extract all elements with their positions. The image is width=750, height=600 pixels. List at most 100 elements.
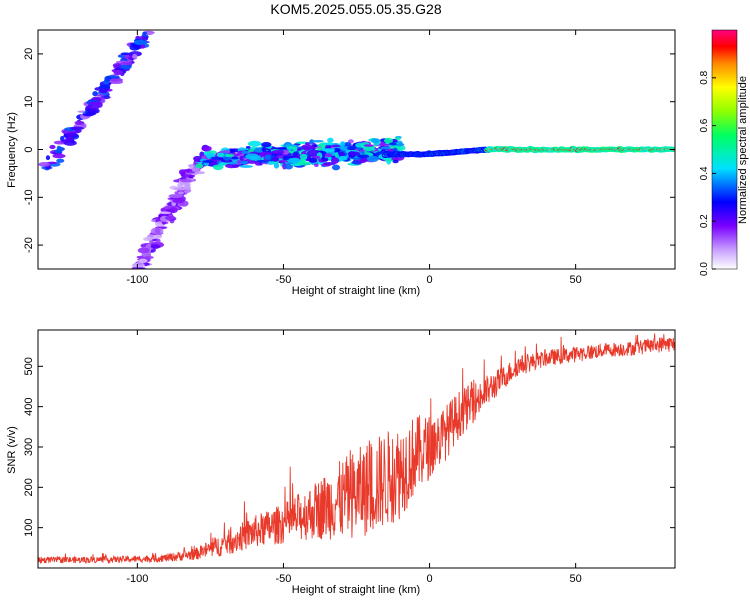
spectral-blob — [271, 156, 280, 162]
spectral-blob — [53, 149, 63, 154]
spectral-blob — [188, 174, 193, 180]
spectral-blob — [321, 157, 329, 162]
spectral-blob — [92, 91, 99, 97]
spectral-blob — [104, 75, 112, 82]
spectrogram-y-tick-label: -20 — [23, 237, 35, 253]
spectral-blob — [154, 227, 161, 234]
spectral-blob — [94, 87, 103, 91]
spectral-blob — [241, 150, 250, 155]
snr-x-tick-label: 0 — [426, 573, 432, 585]
spectral-blob — [347, 151, 361, 156]
spectral-blob — [223, 156, 232, 161]
spectral-blob — [140, 44, 146, 49]
spectral-blob — [224, 153, 235, 158]
spectrogram-y-tick-label: 10 — [23, 96, 35, 108]
spectral-blob — [232, 158, 238, 163]
spectrogram-y-tick-label: 20 — [23, 48, 35, 60]
spectral-blob — [173, 187, 187, 191]
spectral-blob — [380, 146, 391, 150]
snr-x-label: Height of straight line (km) — [292, 584, 420, 596]
spectral-blob — [333, 147, 341, 153]
spectrogram-y-tick-label: -10 — [23, 189, 35, 205]
spectral-blob — [231, 156, 239, 160]
spectral-blob — [182, 185, 192, 190]
spectral-blob — [202, 160, 215, 163]
spectral-blob — [117, 55, 125, 58]
spectral-blob — [370, 138, 381, 144]
spectral-blob — [357, 154, 370, 158]
spectral-blob — [327, 137, 334, 143]
spectral-blob — [274, 147, 288, 150]
snr-x-tick-label: -50 — [275, 573, 291, 585]
spectral-blob — [216, 152, 225, 158]
spectral-blob — [245, 146, 251, 150]
spectral-blob — [330, 157, 340, 164]
spectrogram-y-ticks: -20 -10 0 10 20 — [23, 48, 675, 253]
colorbar-tick-label: 0.8 — [699, 70, 710, 84]
chart-title: KOM5.2025.055.05.35.G28 — [270, 1, 441, 17]
colorbar-tick-label: 0.0 — [699, 262, 710, 276]
colorbar-label: Normalized spectral amplitude — [737, 76, 749, 224]
spectrogram-x-ticks: -100 -50 0 50 — [126, 30, 582, 286]
spectral-blob — [109, 78, 124, 82]
colorbar-gradient — [711, 29, 738, 270]
spectral-blob — [180, 183, 191, 186]
spectral-blob — [271, 161, 278, 165]
spectral-blob — [286, 146, 297, 150]
spectral-blob — [261, 146, 267, 152]
spectral-blob — [247, 160, 257, 164]
spectral-blob — [227, 161, 239, 165]
spectral-blob — [85, 111, 97, 116]
spectrogram-y-tick-label: 0 — [23, 146, 35, 152]
spectrogram-y-label: Frequency (Hz) — [6, 112, 18, 188]
spectral-blob — [158, 211, 172, 215]
spectral-blob — [52, 153, 66, 159]
spectral-blob — [120, 61, 134, 66]
spectral-blob — [153, 234, 162, 239]
colorbar-ticks: 0.0 0.2 0.4 0.6 0.8 — [699, 70, 716, 276]
spectral-blob — [295, 141, 309, 144]
spectral-blob — [311, 139, 324, 143]
spectral-blob — [225, 163, 239, 169]
spectral-blob — [210, 156, 221, 160]
colorbar-tick-label: 0.4 — [699, 166, 710, 180]
snr-series-line — [38, 333, 675, 565]
spectral-blob — [239, 165, 253, 168]
spectral-blob — [65, 136, 74, 142]
spectral-blob — [137, 247, 150, 254]
snr-y-tick-label: 500 — [23, 357, 35, 375]
spectrogram-x-tick-label: 0 — [426, 274, 432, 286]
colorbar: 0.0 0.2 0.4 0.6 0.8 Normalized spectral ampl… — [699, 29, 749, 276]
spectral-blob — [297, 161, 312, 166]
spectral-blob — [177, 182, 183, 189]
spectral-blob — [138, 258, 148, 264]
spectral-blob — [61, 139, 68, 143]
spectral-blob — [264, 154, 272, 161]
spectral-blob — [271, 149, 285, 155]
spectral-blob — [70, 126, 84, 131]
spectral-blob — [299, 153, 308, 160]
spectral-blob — [321, 148, 335, 153]
spectral-blob — [164, 215, 176, 221]
spectrogram-marks — [38, 30, 675, 269]
spectral-blob — [389, 142, 397, 146]
spectral-blob — [119, 64, 132, 70]
spectrogram-x-tick-label: 50 — [570, 274, 582, 286]
snr-x-tick-label: -100 — [126, 573, 148, 585]
snr-y-tick-label: 100 — [23, 518, 35, 536]
spectral-blob — [133, 39, 148, 46]
spectral-blob — [366, 155, 379, 162]
spectral-blob — [351, 160, 361, 165]
spectral-blob — [99, 89, 108, 94]
spectral-blob — [132, 53, 138, 59]
spectral-blob — [395, 137, 401, 141]
spectral-blob — [239, 155, 244, 161]
spectral-blob — [155, 238, 161, 244]
spectral-blob — [346, 146, 356, 151]
spectral-blob — [89, 101, 102, 106]
spectral-blob — [313, 144, 318, 147]
snr-y-tick-label: 200 — [23, 478, 35, 496]
snr-x-tick-label: 50 — [570, 573, 582, 585]
